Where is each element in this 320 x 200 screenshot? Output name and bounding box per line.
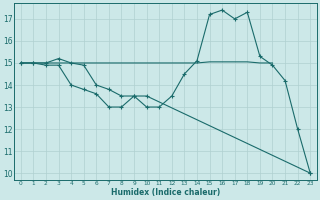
X-axis label: Humidex (Indice chaleur): Humidex (Indice chaleur) xyxy=(111,188,220,197)
